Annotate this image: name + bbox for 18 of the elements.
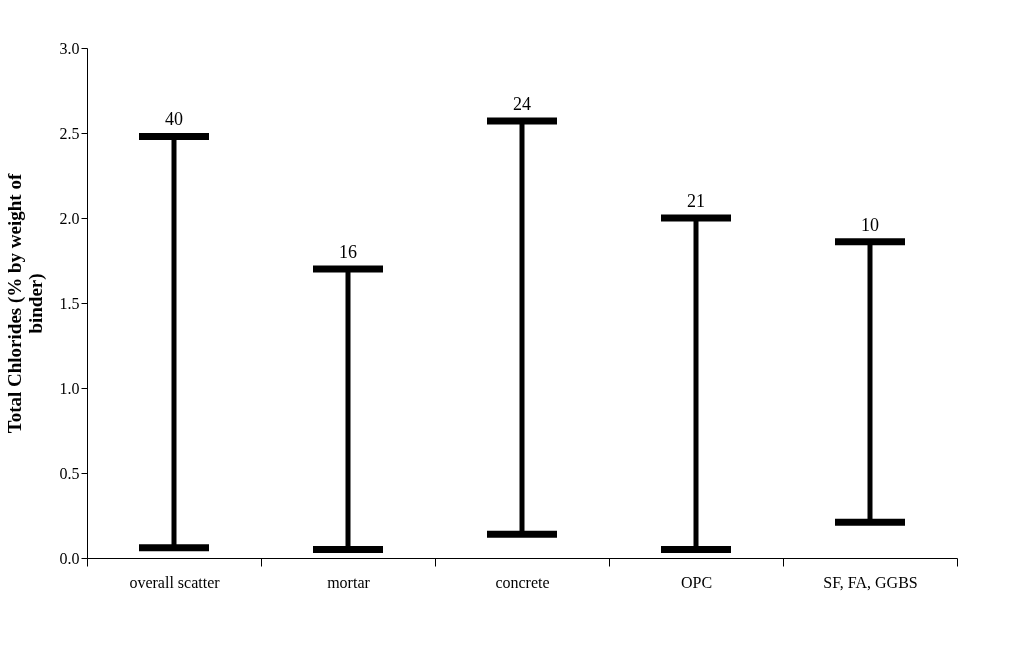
y-tick-label: 1.5: [59, 294, 80, 312]
x-tick-label: OPC: [680, 573, 713, 591]
x-tick-label: mortar: [327, 573, 371, 591]
y-tick-label: 3.0: [59, 39, 80, 57]
annotation: 10: [861, 214, 879, 235]
annotation: 16: [339, 242, 357, 262]
x-tick-label: concrete: [495, 573, 550, 591]
annotation: 24: [513, 94, 531, 115]
y-tick-label: 0.5: [59, 464, 80, 482]
y-axis-title: Total Chlorides (% by weight of binder): [3, 173, 47, 434]
annotation: 40: [165, 109, 183, 130]
annotation: 21: [687, 191, 705, 211]
y-tick-label: 2.5: [59, 124, 80, 142]
x-tick-label: SF, FA, GGBS: [823, 573, 918, 591]
y-tick-label: 0.0: [59, 549, 80, 567]
y-tick-label: 1.0: [59, 379, 80, 397]
x-tick-label: overall scatter: [129, 573, 221, 591]
y-tick-label: 2.0: [59, 209, 80, 227]
